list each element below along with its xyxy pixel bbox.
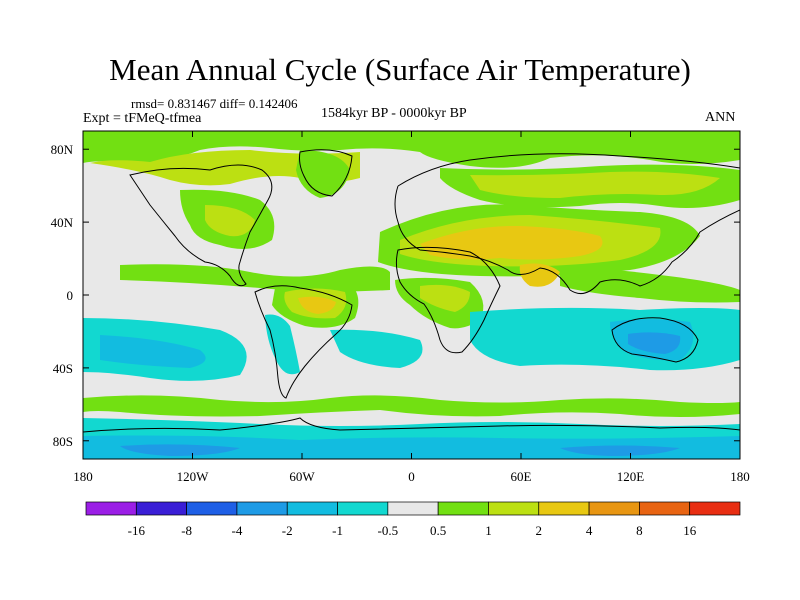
- coastline-north-america: [129, 164, 273, 287]
- coastline-antarctica: [83, 417, 740, 433]
- colorbar-label: -8: [181, 523, 192, 538]
- experiment-label: Expt = tFMeQ-tfmea: [83, 111, 202, 126]
- colorbar-label: 16: [683, 523, 697, 538]
- x-tick-label: 60W: [289, 469, 315, 484]
- colorbar: -16 -8 -4 -2 -1 -0.5 0.5 1 2 4 8 16: [85, 501, 741, 538]
- anomaly-field: [83, 131, 740, 459]
- southeast-asia-warm: [560, 268, 740, 303]
- south-pacific-colder: [100, 335, 206, 368]
- coastline-greenland: [299, 149, 353, 197]
- x-tick-label: 0: [408, 469, 415, 484]
- colorbar-swatch: [337, 501, 389, 516]
- amazon-hot: [298, 296, 336, 314]
- x-tick-label: 120W: [177, 469, 210, 484]
- colorbar-label: 0.5: [430, 523, 446, 538]
- colorbar-swatch: [437, 501, 489, 516]
- arctic-strong-band: [90, 150, 360, 186]
- south-atlantic-cool: [330, 329, 423, 368]
- colorbar-swatch: [387, 501, 439, 516]
- y-tick-label: 80S: [53, 434, 73, 449]
- antarctica-cold-patch: [120, 444, 240, 456]
- y-tick-label: 0: [67, 288, 74, 303]
- x-tick-label: 180: [73, 469, 93, 484]
- stats-label: rmsd= 0.831467 diff= 0.142406: [131, 96, 298, 111]
- colorbar-label: 8: [636, 523, 643, 538]
- x-tick-label: 180: [730, 469, 750, 484]
- australia-cold: [628, 332, 681, 354]
- coastline-south-america: [254, 285, 353, 399]
- coastline-australia: [611, 317, 699, 363]
- colorbar-swatch: [236, 501, 288, 516]
- coastline-africa: [395, 246, 501, 354]
- colorbar-label: 1: [485, 523, 492, 538]
- y-tick-label: 40N: [51, 215, 74, 230]
- greenland-warm: [296, 150, 350, 198]
- colorbar-label: -4: [232, 523, 243, 538]
- arctic-warm-band: [83, 131, 740, 168]
- colorbar-swatch: [689, 501, 741, 516]
- colorbar-swatch: [488, 501, 540, 516]
- colorbar-swatch: [639, 501, 691, 516]
- colorbar-swatch: [135, 501, 187, 516]
- x-tick-label: 60E: [511, 469, 532, 484]
- colorbar-swatch: [588, 501, 640, 516]
- antarctica-cold-patch-east: [560, 445, 680, 456]
- antarctica-colder: [83, 435, 740, 459]
- indian-ocean-cool: [470, 307, 740, 371]
- colorbar-label: 2: [536, 523, 543, 538]
- south-america-cool: [265, 314, 300, 375]
- period-label: 1584kyr BP - 0000kyr BP: [321, 106, 467, 121]
- coastline-eurasia: [394, 153, 740, 295]
- colorbar-label: -16: [128, 523, 146, 538]
- colorbar-swatch: [538, 501, 590, 516]
- colorbar-swatch: [286, 501, 338, 516]
- southern-ocean-warm: [83, 395, 740, 417]
- eurasia-strong: [470, 171, 720, 198]
- chart-title: Mean Annual Cycle (Surface Air Temperatu…: [109, 52, 691, 87]
- colorbar-label: 4: [586, 523, 593, 538]
- colorbar-swatch: [85, 501, 137, 516]
- y-tick-label: 40S: [53, 361, 73, 376]
- colorbar-label: -1: [332, 523, 343, 538]
- coastlines: [83, 149, 740, 433]
- colorbar-label: -0.5: [378, 523, 399, 538]
- colorbar-swatch: [186, 501, 238, 516]
- africa-strong: [420, 284, 470, 312]
- arabia-hot: [519, 263, 560, 287]
- north-america-strong: [205, 205, 255, 237]
- colorbar-label: -2: [282, 523, 293, 538]
- axis-ticks: 180 120W 60W 0 60E 120E 180 80N 40N 0 40S 80S: [51, 131, 750, 484]
- x-tick-label: 120E: [617, 469, 645, 484]
- season-label: ANN: [705, 110, 736, 125]
- y-tick-label: 80N: [51, 142, 74, 157]
